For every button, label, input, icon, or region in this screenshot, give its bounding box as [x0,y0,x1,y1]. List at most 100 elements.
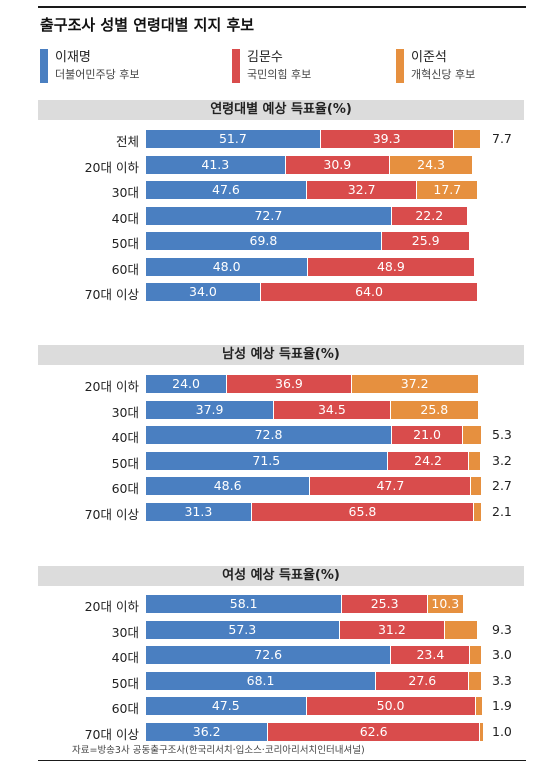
bar-segment-1: 47.6 [146,181,307,199]
category-label: 60대 [111,701,139,716]
value-label-outside: 2.1 [492,503,512,519]
value-label-outside: 3.2 [492,452,512,468]
bar-segment-1: 69.8 [146,232,382,250]
bar-row: 31.3 65.8 [146,502,484,521]
bar-segment-2: 24.2 [387,451,470,470]
bar-segment-3: 24.3 [390,155,473,174]
bar-segment-1: 36.2 [146,722,269,741]
value-label-outside: 7.7 [492,131,512,146]
bar-segment-1: 41.3 [146,155,286,174]
bar-segment-2: 22.2 [391,206,467,225]
bar-row: 36.2 62.6 [146,722,484,741]
legend-candidate-name: 김문수 [247,50,283,65]
category-label: 60대 [111,261,139,277]
value-label-outside: 3.0 [492,647,512,662]
bar-segment-2: 65.8 [251,502,475,521]
category-label: 20대 이하 [84,159,139,175]
bar-row: 24.0 36.9 37.2 [146,375,484,393]
category-label: 70대 이상 [84,287,139,302]
legend-swatch [40,49,48,83]
bar-segment-2: 39.3 [320,130,454,148]
category-label: 30대 [111,185,139,200]
bar-segment-2: 21.0 [392,426,464,444]
source-note: 자료=방송3사 공동출구조사(한국리서치·입소스·코리아리서치인터내셔널) [72,745,365,756]
bar-segment-2: 47.7 [310,477,472,495]
legend-swatch [396,49,404,83]
bar-row: 72.7 22.2 [146,206,484,225]
bar-segment-3: 17.7 [417,181,478,199]
bar-row: 58.1 25.3 10.3 [146,595,484,613]
category-label: 40대 [111,650,139,665]
bar-segment-3 [479,722,484,741]
bar-row: 68.1 27.6 [146,671,484,690]
category-label: 40대 [111,430,139,445]
bar-segment-3: 37.2 [351,375,478,393]
value-label-outside: 9.3 [492,621,512,637]
bar-row: 34.0 64.0 [146,283,484,301]
top-rule [38,6,526,8]
bar-segment-1: 24.0 [146,375,228,393]
bar-segment-1: 34.0 [146,283,261,301]
category-label: 70대 이상 [84,506,139,522]
bar-segment-1: 51.7 [146,130,321,148]
bar-segment-2: 64.0 [260,283,478,301]
bar-segment-1: 31.3 [146,502,252,521]
bar-segment-1: 57.3 [146,620,340,639]
category-label: 50대 [111,455,139,471]
category-label: 전체 [115,134,139,149]
bar-row: 48.0 48.9 [146,257,484,276]
panel-title: 연령대별 예상 득표율(%) [38,100,524,120]
bar-row: 72.6 23.4 [146,646,484,664]
bar-segment-3 [445,620,477,639]
legend-candidate-name: 이준석 [411,50,447,65]
legend-party-name: 국민의힘 후보 [247,68,312,81]
bar-segment-1: 72.8 [146,426,393,444]
category-label: 40대 [111,210,139,226]
bar-segment-3 [475,697,482,715]
value-label-outside: 1.0 [492,723,512,739]
bar-segment-1: 37.9 [146,400,275,419]
bar-segment-1: 68.1 [146,671,377,690]
bar-segment-2: 62.6 [268,722,480,741]
bar-segment-2: 27.6 [376,671,470,690]
bar-segment-2: 31.2 [339,620,446,639]
panel-title: 여성 예상 득표율(%) [38,566,524,586]
category-label: 30대 [111,624,139,640]
bar-row: 57.3 31.2 [146,620,484,639]
bar-segment-1: 72.6 [146,646,392,664]
bar-segment-2: 36.9 [227,375,352,393]
bar-segment-1: 47.5 [146,697,307,715]
bar-segment-3: 25.8 [390,400,478,419]
bar-segment-3 [470,646,481,664]
panel-title: 남성 예상 득표율(%) [38,345,524,365]
bar-row: 37.9 34.5 25.8 [146,400,484,419]
bar-segment-3 [469,671,481,690]
bar-segment-2: 25.3 [342,595,428,613]
chart-title: 출구조사 성별 연령대별 지지 후보 [40,16,255,34]
bar-row: 47.5 50.0 [146,697,484,715]
bar-segment-3 [474,502,482,521]
bar-segment-2: 34.5 [274,400,391,419]
bar-segment-1: 71.5 [146,451,388,470]
bottom-rule [38,760,526,761]
category-label: 70대 이상 [84,726,139,742]
bar-row: 51.7 39.3 [146,130,484,148]
bar-segment-2: 48.9 [308,257,474,276]
category-label: 20대 이하 [84,379,139,394]
category-label: 50대 [111,236,139,251]
bar-row: 72.8 21.0 [146,426,484,444]
value-label-outside: 1.9 [492,698,512,713]
category-label: 30대 [111,404,139,420]
bar-segment-1: 58.1 [146,595,343,613]
category-label: 50대 [111,675,139,691]
bar-segment-2: 50.0 [306,697,476,715]
bar-segment-3 [453,130,480,148]
bar-segment-2: 25.9 [381,232,470,250]
category-label: 20대 이하 [84,599,139,614]
bar-segment-1: 72.7 [146,206,392,225]
bar-row: 48.6 47.7 [146,477,484,495]
bar-row: 71.5 24.2 [146,451,484,470]
value-label-outside: 5.3 [492,427,512,442]
value-label-outside: 3.3 [492,672,512,688]
bar-segment-3 [471,477,481,495]
